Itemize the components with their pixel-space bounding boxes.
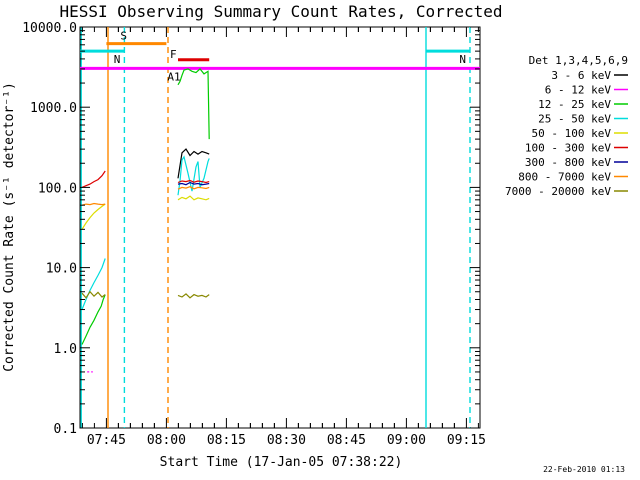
series-line [177, 179, 210, 184]
legend-entry-label: 3 - 6 keV [551, 69, 611, 82]
legend-entry-label: 50 - 100 keV [532, 127, 612, 140]
flag-label: N [459, 53, 466, 66]
generation-timestamp: 22-Feb-2010 01:13 [543, 465, 625, 474]
series-line [81, 258, 106, 310]
x-tick-label: 07:45 [87, 433, 126, 448]
y-tick-label: 0.1 [54, 422, 77, 437]
flag-label: F [170, 48, 177, 61]
legend-header: Det 1,3,4,5,6,9 [529, 54, 628, 67]
chart-title: HESSI Observing Summary Count Rates, Cor… [59, 2, 502, 21]
flag-label: A1 [167, 70, 180, 83]
y-tick-label: 10.0 [46, 262, 77, 277]
series-line [81, 203, 106, 230]
x-axis-label: Start Time (17-Jan-05 07:38:22) [160, 455, 403, 470]
legend-entry-label: 100 - 300 keV [525, 142, 611, 155]
flag-label: S [120, 30, 127, 43]
series-line [177, 195, 210, 201]
series-line [177, 293, 210, 299]
series-line [177, 181, 210, 186]
series-line [81, 290, 106, 299]
x-tick-label: 09:15 [447, 433, 486, 448]
series-line [81, 170, 106, 188]
series-line [177, 186, 210, 190]
flag-label: N [114, 53, 121, 66]
legend-entry-label: 12 - 25 keV [538, 98, 611, 111]
x-tick-label: 08:15 [207, 433, 246, 448]
x-tick-label: 08:30 [267, 433, 306, 448]
legend-entry-label: 300 - 800 keV [525, 156, 611, 169]
legend-entry-label: 800 - 7000 keV [518, 171, 611, 184]
data-series [81, 68, 210, 373]
legend-entry-label: 7000 - 20000 keV [505, 185, 611, 198]
x-tick-label: 08:45 [327, 433, 366, 448]
series-line [177, 155, 210, 196]
plot-frame [79, 26, 481, 429]
legend-entry-label: 25 - 50 keV [538, 113, 611, 126]
y-tick-label: 1000.0 [30, 101, 77, 116]
y-tick-label: 100.0 [38, 181, 77, 196]
legend-entry-label: 6 - 12 keV [545, 84, 612, 97]
series-line [81, 294, 106, 345]
x-tick-label: 08:00 [147, 433, 186, 448]
x-tick-label: 09:00 [387, 433, 426, 448]
vertical-markers [80, 27, 471, 428]
y-axis-label: Corrected Count Rate (s⁻¹ detector⁻¹) [2, 82, 17, 372]
y-axis: 10000.0 1000.0 100.0 10.0 1.0 0.1 [22, 21, 480, 437]
series-line [177, 68, 210, 140]
series-line [81, 202, 106, 206]
y-tick-label: 1.0 [54, 342, 77, 357]
series-line [177, 148, 210, 179]
x-axis: 07:45 08:00 08:15 08:30 08:45 09:00 09:15 [81, 27, 486, 448]
y-tick-label: 10000.0 [22, 21, 77, 36]
